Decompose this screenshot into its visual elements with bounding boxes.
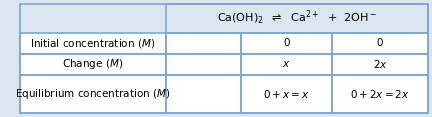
Text: Ca(OH)$_2$  $\rightleftharpoons$  Ca$^{2+}$  +  2OH$^-$: Ca(OH)$_2$ $\rightleftharpoons$ Ca$^{2+}… [217, 9, 377, 27]
Bar [332, 75, 428, 113]
Text: 0: 0 [283, 38, 289, 48]
Bar [332, 33, 428, 54]
Bar [165, 75, 241, 113]
Text: Change ($M$): Change ($M$) [62, 57, 123, 71]
Bar [20, 54, 165, 75]
Bar [241, 75, 332, 113]
Bar [20, 33, 165, 54]
Bar [241, 33, 332, 54]
Text: $0 + 2x = 2x$: $0 + 2x = 2x$ [350, 88, 410, 100]
Text: $x$: $x$ [282, 59, 291, 69]
Text: Initial concentration ($M$): Initial concentration ($M$) [30, 37, 156, 50]
Bar [165, 4, 428, 33]
Text: 0: 0 [377, 38, 383, 48]
Bar [20, 75, 165, 113]
Text: $2x$: $2x$ [372, 58, 388, 70]
Bar [165, 54, 241, 75]
Bar [20, 4, 165, 33]
Bar [332, 54, 428, 75]
Bar [241, 54, 332, 75]
Text: $0 + x = x$: $0 + x = x$ [263, 88, 310, 100]
Bar [165, 33, 241, 54]
Text: Equilibrium concentration ($M$): Equilibrium concentration ($M$) [15, 87, 170, 101]
